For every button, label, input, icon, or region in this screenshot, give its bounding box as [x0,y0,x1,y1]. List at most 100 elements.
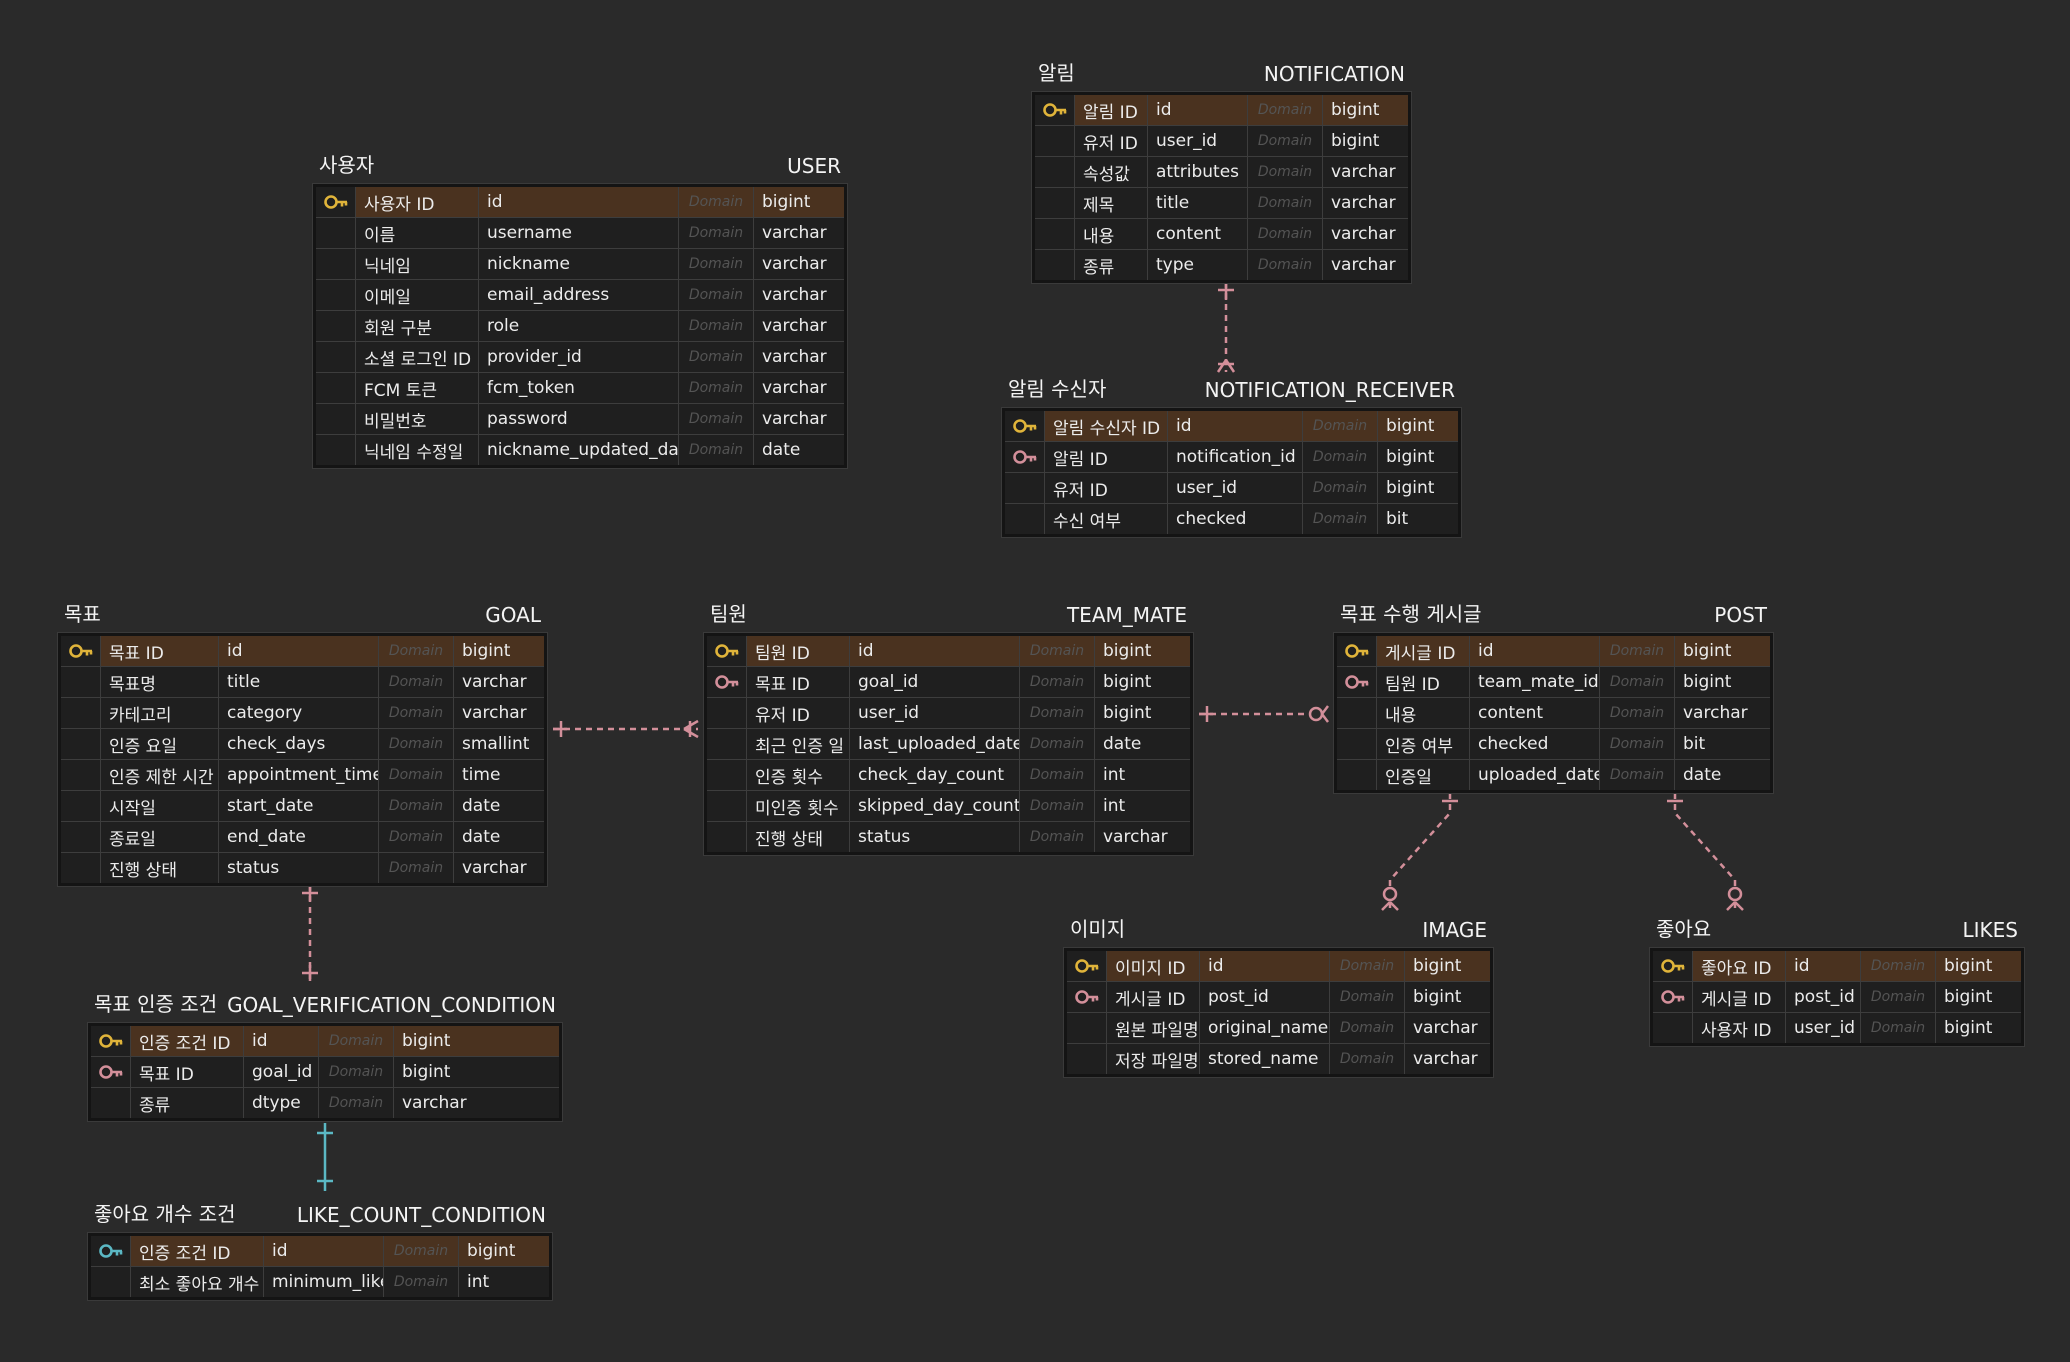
physical-name: goal_id [850,667,1020,697]
physical-name: start_date [219,791,379,821]
entity-goal[interactable]: 목표 GOAL 목표 ID id Domain bigint 목표명 title Domain v… [58,593,547,886]
data-type: bigint [1405,951,1490,981]
column-row[interactable]: 종료일 end_date Domain date [61,822,544,853]
entity-team-mate[interactable]: 팀원 TEAM_MATE 팀원 ID id Domain bigint 목표 ID goal_… [704,593,1193,855]
logical-name: 목표 ID [747,667,850,697]
column-row[interactable]: 게시글 ID post_id Domain bigint [1067,982,1490,1013]
column-row[interactable]: 인증 제한 시간 appointment_time Domain time [61,760,544,791]
column-row[interactable]: 인증일 uploaded_date Domain date [1337,760,1770,790]
column-row[interactable]: 종류 dtype Domain varchar [91,1088,559,1118]
empty-key-cell [316,218,356,248]
data-type: bigint [454,636,544,666]
empty-key-cell [1035,250,1075,280]
column-row[interactable]: 닉네임 nickname Domain varchar [316,249,844,280]
column-row[interactable]: 카테고리 category Domain varchar [61,698,544,729]
domain-cell: Domain [1600,760,1675,790]
entity-goal-verification-condition[interactable]: 목표 인증 조건 GOAL_VERIFICATION_CONDITION 인증 조건… [88,983,562,1121]
data-type: varchar [762,223,827,243]
entity-header: 목표 GOAL [58,593,547,633]
empty-key-cell [316,311,356,341]
column-row[interactable]: 인증 여부 checked Domain bit [1337,729,1770,760]
physical-name: uploaded_date [1470,760,1600,790]
column-row[interactable]: 유저 ID user_id Domain bigint [1035,126,1408,157]
domain-cell: Domain [1020,729,1095,759]
entity-header: 알림 수신자 NOTIFICATION_RECEIVER [1002,368,1461,408]
column-row[interactable]: 목표 ID id Domain bigint [61,636,544,667]
column-row[interactable]: 팀원 ID id Domain bigint [707,636,1190,667]
data-type: bigint [459,1236,549,1266]
column-row[interactable]: 유저 ID user_id Domain bigint [707,698,1190,729]
column-row[interactable]: 이미지 ID id Domain bigint [1067,951,1490,982]
column-row[interactable]: 사용자 ID user_id Domain bigint [1653,1013,2021,1043]
column-row[interactable]: 진행 상태 status Domain varchar [707,822,1190,852]
physical-name: id [1168,411,1303,441]
primary-key-icon [61,636,101,666]
entity-likes[interactable]: 좋아요 LIKES 좋아요 ID id Domain bigint 게시글 ID post_i… [1650,908,2024,1046]
column-row[interactable]: 회원 구분 role Domain varchar [316,311,844,342]
column-row[interactable]: 이메일 email_address Domain varchar [316,280,844,311]
column-row[interactable]: 게시글 ID post_id Domain bigint [1653,982,2021,1013]
entity-like-count-condition[interactable]: 좋아요 개수 조건 LIKE_COUNT_CONDITION 인증 조건 ID id D… [88,1193,552,1300]
entity-header: 좋아요 LIKES [1650,908,2024,948]
empty-key-cell [707,729,747,759]
empty-key-cell [1035,157,1075,187]
column-row[interactable]: 닉네임 수정일 nickname_updated_date Domain date [316,435,844,465]
column-row[interactable]: 인증 조건 ID id Domain bigint [91,1026,559,1057]
column-row[interactable]: 속성값 attributes Domain varchar [1035,157,1408,188]
column-row[interactable]: 인증 조건 ID id Domain bigint [91,1236,549,1267]
entity-logical-name: 알림 [1038,61,1075,85]
empty-key-cell [61,698,101,728]
entity-post[interactable]: 목표 수행 게시글 POST 게시글 ID id Domain bigint 팀원 ID te… [1334,593,1773,793]
column-row[interactable]: 유저 ID user_id Domain bigint [1005,473,1458,504]
logical-name: 회원 구분 [356,311,479,341]
domain-cell: Domain [319,1026,394,1056]
rel-crowfoot [1321,713,1329,723]
column-row[interactable]: 인증 요일 check_days Domain smallint [61,729,544,760]
entity-logical-name: 좋아요 [1656,917,1712,941]
column-row[interactable]: FCM 토큰 fcm_token Domain varchar [316,373,844,404]
column-row[interactable]: 원본 파일명 original_name Domain varchar [1067,1013,1490,1044]
column-row[interactable]: 이름 username Domain varchar [316,218,844,249]
column-row[interactable]: 최소 좋아요 개수 minimum_like Domain int [91,1267,549,1297]
column-row[interactable]: 목표 ID goal_id Domain bigint [707,667,1190,698]
column-row[interactable]: 알림 수신자 ID id Domain bigint [1005,411,1458,442]
data-type: bit [1683,734,1706,754]
column-row[interactable]: 비밀번호 password Domain varchar [316,404,844,435]
column-row[interactable]: 종류 type Domain varchar [1035,250,1408,280]
column-row[interactable]: 수신 여부 checked Domain bit [1005,504,1458,534]
entity-image[interactable]: 이미지 IMAGE 이미지 ID id Domain bigint 게시글 ID post_i… [1064,908,1493,1077]
column-row[interactable]: 알림 ID notification_id Domain bigint [1005,442,1458,473]
physical-name: attributes [1148,157,1248,187]
domain-cell: Domain [1861,982,1936,1012]
column-row[interactable]: 좋아요 ID id Domain bigint [1653,951,2021,982]
column-row[interactable]: 소셜 로그인 ID provider_id Domain varchar [316,342,844,373]
column-row[interactable]: 목표명 title Domain varchar [61,667,544,698]
column-row[interactable]: 내용 content Domain varchar [1337,698,1770,729]
entity-header: 알림 NOTIFICATION [1032,52,1411,92]
column-row[interactable]: 진행 상태 status Domain varchar [61,853,544,883]
physical-name: id [1470,636,1600,666]
entity-notification-receiver[interactable]: 알림 수신자 NOTIFICATION_RECEIVER 알림 수신자 ID id Do… [1002,368,1461,537]
entity-notification[interactable]: 알림 NOTIFICATION 알림 ID id Domain bigint 유저 ID us… [1032,52,1411,283]
physical-name: post_id [1786,982,1861,1012]
physical-name: content [1470,698,1600,728]
column-row[interactable]: 게시글 ID id Domain bigint [1337,636,1770,667]
physical-name: fcm_token [479,373,679,403]
rel-crowfoot [1389,901,1399,911]
column-row[interactable]: 팀원 ID team_mate_id Domain bigint [1337,667,1770,698]
column-row[interactable]: 저장 파일명 stored_name Domain varchar [1067,1044,1490,1074]
data-type: time [462,765,501,785]
entity-columns: 이미지 ID id Domain bigint 게시글 ID post_id Domain b… [1064,948,1493,1077]
column-row[interactable]: 알림 ID id Domain bigint [1035,95,1408,126]
column-row[interactable]: 시작일 start_date Domain date [61,791,544,822]
column-row[interactable]: 인증 횟수 check_day_count Domain int [707,760,1190,791]
column-row[interactable]: 내용 content Domain varchar [1035,219,1408,250]
logical-name: 최소 좋아요 개수 [131,1267,264,1297]
column-row[interactable]: 최근 인증 일 last_uploaded_date Domain date [707,729,1190,760]
column-row[interactable]: 미인증 횟수 skipped_day_count Domain int [707,791,1190,822]
entity-user[interactable]: 사용자 USER 사용자 ID id Domain bigint 이름 username Dom… [313,144,847,468]
column-row[interactable]: 제목 title Domain varchar [1035,188,1408,219]
column-row[interactable]: 사용자 ID id Domain bigint [316,187,844,218]
column-row[interactable]: 목표 ID goal_id Domain bigint [91,1057,559,1088]
domain-cell: Domain [679,280,754,310]
